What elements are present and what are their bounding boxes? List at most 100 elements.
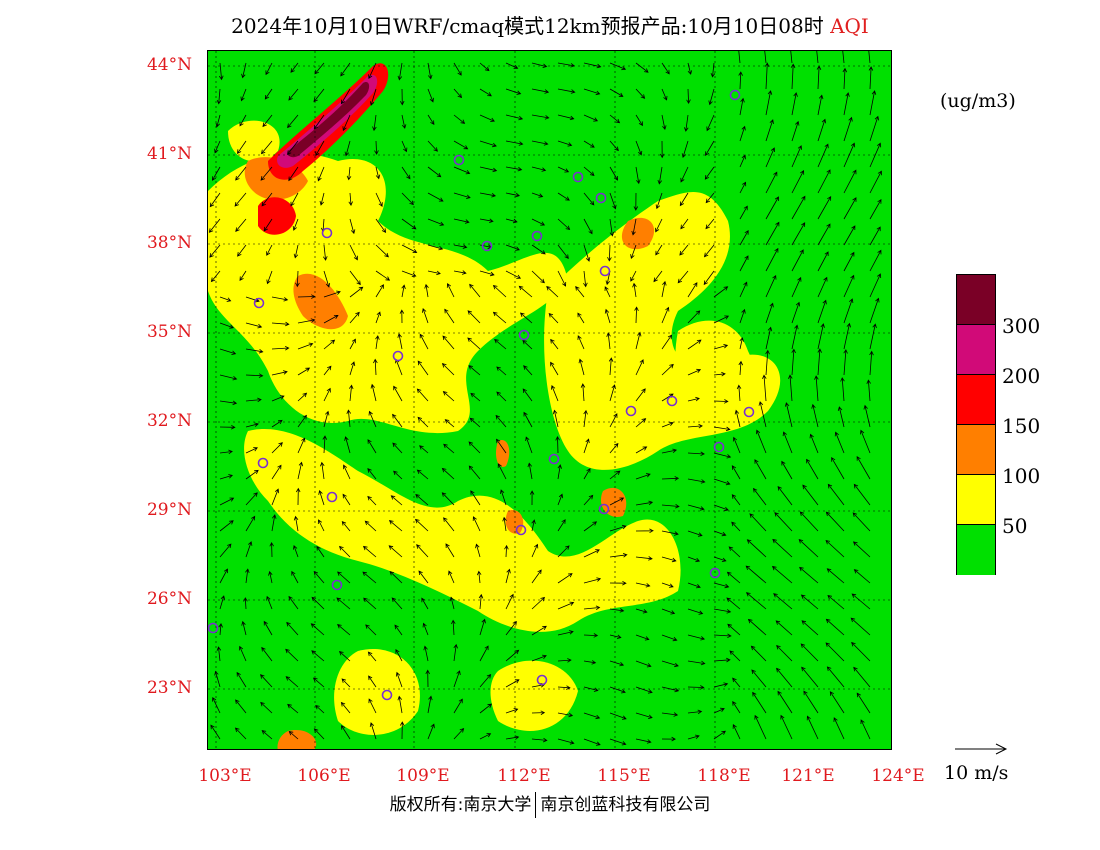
wind-arrow <box>551 385 559 402</box>
wind-arrow <box>271 345 290 351</box>
wind-arrow <box>478 593 484 610</box>
wind-arrow <box>635 712 653 719</box>
legend-label-50: 50 <box>1002 514 1028 538</box>
wind-arrow <box>320 461 325 480</box>
wind-arrow <box>784 402 793 428</box>
wind-arrow <box>365 624 377 636</box>
wind-arrow <box>441 492 455 506</box>
wind-arrow <box>580 383 586 402</box>
wind-arrow <box>388 545 403 558</box>
wind-arrow <box>739 154 746 168</box>
wind-arrow <box>264 88 273 100</box>
wind-arrow <box>295 270 300 288</box>
wind-arrow <box>851 641 871 662</box>
wind-arrow <box>427 166 442 178</box>
wind-arrow <box>791 145 802 168</box>
wind-arrow <box>609 738 627 746</box>
wind-arrow <box>419 333 429 350</box>
wind-arrow <box>234 192 247 207</box>
wind-arrow <box>496 438 507 454</box>
wind-arrow <box>479 62 490 72</box>
wind-arrow <box>401 270 417 277</box>
wind-arrow <box>782 431 793 454</box>
wind-arrow <box>262 114 273 128</box>
wind-arrow <box>494 338 507 350</box>
wind-arrow <box>391 597 403 610</box>
wind-arrow <box>425 669 430 688</box>
lat-label-23: 23°N <box>146 678 192 698</box>
footer-divider <box>535 792 537 818</box>
wind-arrow <box>362 571 377 584</box>
wind-arrow <box>453 670 461 688</box>
wind-arrow <box>479 218 494 223</box>
wind-arrow <box>375 335 380 350</box>
wind-arrow <box>825 511 845 532</box>
wind-arrow <box>856 455 871 480</box>
wind-arrow <box>860 429 871 454</box>
wind-arrow <box>635 556 653 561</box>
wind-arrow <box>732 677 741 688</box>
legend-label-200: 200 <box>1002 364 1041 388</box>
wind-arrow <box>773 593 793 610</box>
wind-arrow <box>791 249 804 272</box>
wind-arrow <box>219 568 228 584</box>
color-legend <box>956 274 996 575</box>
wind-arrow <box>661 556 677 563</box>
wind-arrow <box>271 321 290 327</box>
wind-arrow <box>635 608 648 614</box>
wind-arrow <box>449 596 455 610</box>
wind-arrow <box>505 735 520 740</box>
wind-arrow <box>771 565 793 584</box>
wind-arrow <box>419 445 429 454</box>
wind-arrow <box>687 368 702 376</box>
wind-arrow <box>765 147 775 168</box>
wind-arrow <box>635 686 653 694</box>
wind-arrow <box>790 51 793 64</box>
lat-label-29: 29°N <box>146 500 192 520</box>
wind-arrow <box>219 322 234 329</box>
wind-arrow <box>635 62 649 73</box>
wind-arrow <box>684 114 689 132</box>
wind-arrow <box>266 244 273 256</box>
wind-arrow <box>322 435 328 454</box>
city-site-marker <box>625 405 637 417</box>
wind-arrow <box>853 483 871 506</box>
lat-label-35: 35°N <box>146 322 192 342</box>
wind-arrow <box>609 192 617 210</box>
wind-arrow <box>837 406 845 428</box>
wind-arrow <box>739 97 745 116</box>
wind-arrow <box>418 570 429 584</box>
wind-arrow <box>427 244 444 251</box>
city-site-marker <box>515 524 527 536</box>
wind-arrow <box>791 301 801 324</box>
wind-arrow <box>323 315 339 324</box>
wind-arrow <box>349 311 360 324</box>
wind-arrow <box>245 568 250 584</box>
wind-arrow <box>237 244 247 257</box>
wind-arrow <box>453 270 467 275</box>
wind-arrow <box>212 696 221 714</box>
wind-arrow <box>286 621 299 636</box>
wind-arrow <box>297 318 316 324</box>
wind-arrow <box>800 643 819 662</box>
wind-arrow <box>816 65 822 90</box>
wind-arrow <box>557 140 573 147</box>
wind-arrow <box>609 62 627 71</box>
wind-arrow <box>531 596 545 610</box>
wind-arrow <box>416 388 429 402</box>
wind-arrow <box>245 397 262 403</box>
wind-arrow <box>368 698 377 714</box>
wind-arrow <box>635 660 652 668</box>
wind-arrow <box>843 322 851 350</box>
wind-arrow <box>271 296 289 302</box>
wind-arrow <box>791 324 799 350</box>
wind-arrow <box>448 570 455 584</box>
wind-arrow <box>791 92 798 116</box>
wind-arrow <box>869 273 882 298</box>
wind-arrow <box>738 360 744 376</box>
wind-arrow <box>297 461 304 480</box>
lon-label-103: 103°E <box>198 766 252 786</box>
wind-arrow <box>339 545 351 558</box>
wind-arrow <box>798 539 819 558</box>
wind-arrow <box>869 142 882 168</box>
